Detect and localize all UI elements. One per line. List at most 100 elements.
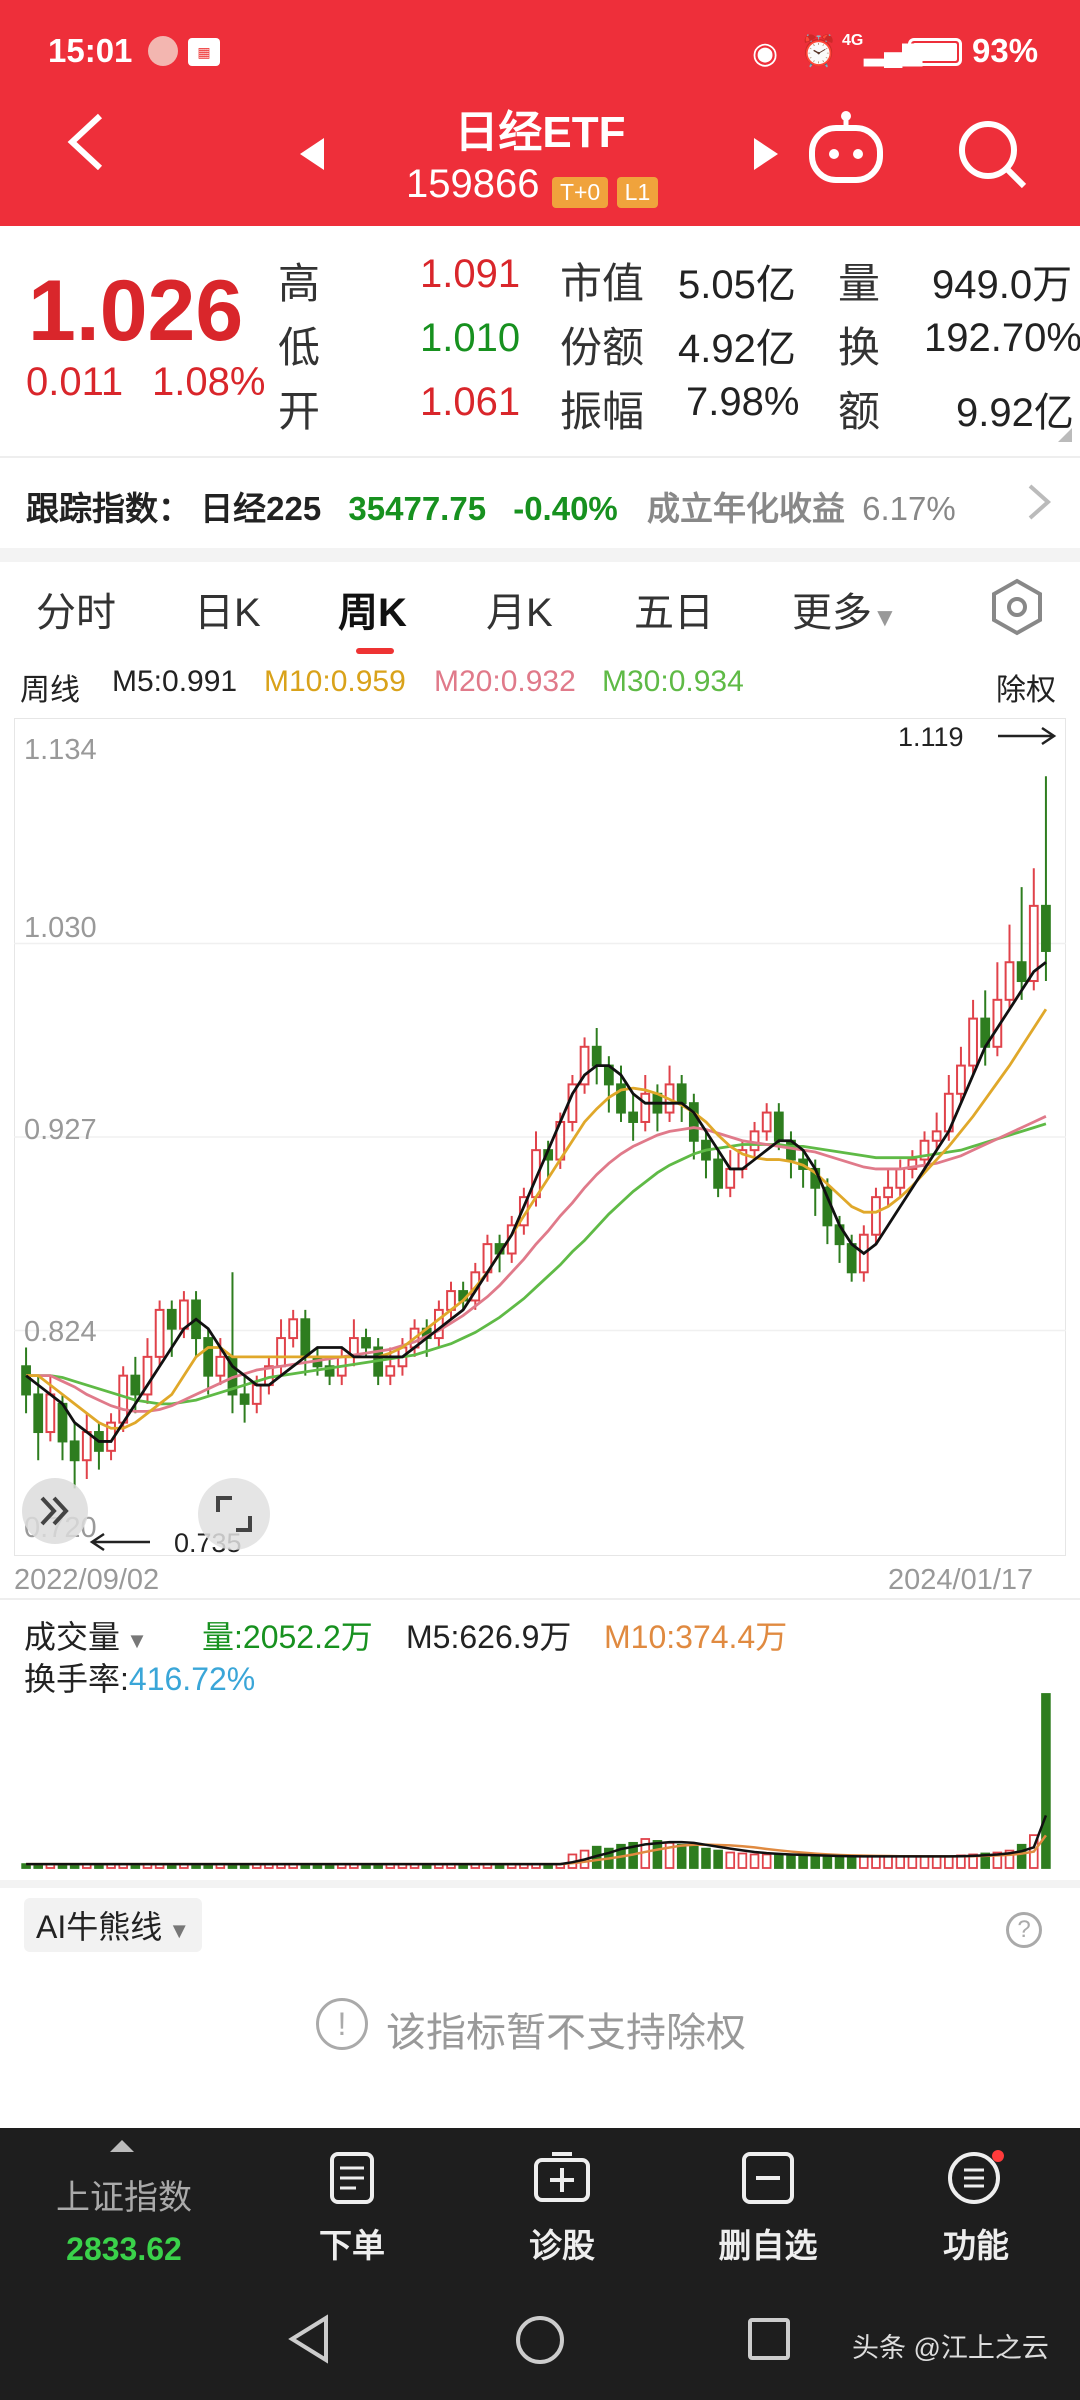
info-icon: ! [316, 1998, 368, 2050]
system-home-button[interactable] [516, 2316, 564, 2364]
volume-bar [786, 1854, 796, 1869]
prev-stock-button[interactable] [298, 136, 326, 177]
candle-body [239, 1393, 250, 1405]
stat-value-volume: 949.0万 [932, 263, 1073, 307]
volume-bar [1041, 1693, 1051, 1869]
robot-assistant-button[interactable] [806, 110, 886, 191]
candle-body [215, 1355, 226, 1377]
candle [239, 1375, 250, 1423]
volume-chart[interactable] [14, 1690, 1066, 1870]
volume-bar [919, 1855, 930, 1869]
candle-body [968, 1017, 978, 1067]
nav-order-label: 下单 [319, 2227, 385, 2264]
help-icon[interactable]: ? [1006, 1912, 1042, 1948]
candle [348, 1319, 359, 1367]
volume-bar [944, 1855, 954, 1869]
system-recents-button[interactable] [748, 2318, 790, 2360]
battery-level: 93% [972, 32, 1039, 69]
tab-monthly-k[interactable]: 月K [486, 591, 553, 635]
stat-label-open: 开 [278, 388, 321, 435]
nav-order[interactable]: 下单 [272, 2150, 432, 2267]
candle-body [907, 1158, 918, 1170]
volume-label: 成交量 [24, 1619, 121, 1655]
tab-weekly-k[interactable]: 周K [338, 591, 407, 635]
candle-body [179, 1299, 189, 1330]
volume-indicator-select[interactable]: 成交量 ▼ [24, 1612, 148, 1658]
divider [0, 1598, 1080, 1600]
app-header: 15:01 ▦ ◉ ⏰ 4G ▂▄▆ 93% 日经ETF 159866 T+0 … [0, 0, 1080, 226]
nav-remove-watchlist[interactable]: 删自选 [688, 2150, 848, 2267]
candle [1016, 887, 1027, 1000]
index-ticker[interactable]: 上证指数 2833.62 [24, 2170, 224, 2268]
low-marker-arrow-icon [89, 1532, 150, 1552]
candle-body [81, 1431, 92, 1462]
candle-body [956, 1064, 966, 1095]
nav-diagnose[interactable]: 诊股 [482, 2150, 642, 2267]
candle-body [591, 1045, 602, 1067]
stat-value-open: 1.061 [420, 380, 521, 424]
y-tick-label: 1.134 [24, 734, 97, 766]
candle [786, 1131, 796, 1179]
candle [324, 1356, 335, 1386]
volume-bar [761, 1853, 772, 1869]
next-stock-button[interactable] [752, 136, 780, 177]
turnover-row: 换手率:416.72% [24, 1654, 255, 1700]
back-button[interactable] [60, 110, 110, 171]
adjust-toggle[interactable]: 除权 [996, 674, 1056, 707]
tracking-row[interactable]: 跟踪指数： 日经225 35477.75 -0.40% 成立年化收益 6.17% [26, 482, 956, 530]
candle [652, 1084, 663, 1132]
candle-body [1004, 961, 1015, 1001]
search-button[interactable] [956, 118, 1028, 195]
fullscreen-button[interactable] [198, 1478, 270, 1550]
watermark: 头条 @江上之云 [852, 2333, 1049, 2363]
candle [81, 1413, 92, 1480]
candle-body [166, 1308, 177, 1330]
search-icon [959, 121, 1027, 189]
candle [33, 1375, 44, 1461]
stat-label-high: 高 [278, 260, 321, 307]
diagnose-icon [534, 2152, 590, 2202]
stock-title: 日经ETF [454, 108, 626, 157]
tracking-arrow-icon[interactable] [1024, 482, 1054, 527]
volume-bar [652, 1840, 663, 1869]
tab-intraday[interactable]: 分时 [36, 591, 116, 635]
expand-corner-icon[interactable] [1058, 428, 1072, 442]
ma30-line [26, 1122, 1047, 1406]
ma10-value: M10:0.959 [264, 665, 406, 698]
nav-functions[interactable]: 功能 [896, 2150, 1056, 2267]
candlestick-chart[interactable] [14, 718, 1066, 1556]
chart-settings-button[interactable] [988, 578, 1046, 641]
high-marker-arrow-icon [998, 726, 1057, 746]
candle [992, 962, 1003, 1057]
volume-bar [980, 1852, 991, 1869]
candle [264, 1356, 274, 1395]
app-notification-icon: ▦ [188, 38, 220, 66]
double-chevron-right-icon [40, 1496, 69, 1526]
volume-bar [883, 1855, 893, 1869]
volume-bar [907, 1855, 918, 1869]
candle-body [895, 1167, 906, 1189]
volume-bar [1004, 1849, 1015, 1869]
ai-indicator-select[interactable]: AI牛熊线 ▼ [24, 1898, 203, 1952]
candle-body [773, 1111, 784, 1142]
candle-body [45, 1393, 56, 1434]
candle [628, 1093, 639, 1141]
stat-label-low: 低 [278, 324, 321, 371]
return-label: 成立年化收益 [646, 490, 845, 527]
tab-more[interactable]: 更多▼ [792, 580, 898, 638]
candle-body [433, 1308, 444, 1340]
candle-body [761, 1111, 772, 1133]
tab-five-day[interactable]: 五日 [634, 591, 714, 635]
triangle-right-icon [754, 138, 778, 170]
nav-diagnose-label: 诊股 [529, 2227, 595, 2264]
volume-m5: M5:626.9万 [406, 1619, 572, 1655]
volume-m5-line [26, 1814, 1048, 1866]
tab-daily-k[interactable]: 日K [194, 591, 261, 635]
candle-body [883, 1186, 893, 1199]
candle-body [931, 1130, 942, 1142]
candle [907, 1150, 918, 1179]
candle-body [130, 1374, 141, 1396]
system-back-button[interactable] [286, 2314, 332, 2369]
candle-body [1041, 904, 1051, 952]
expand-sidebar-button[interactable] [22, 1478, 88, 1544]
